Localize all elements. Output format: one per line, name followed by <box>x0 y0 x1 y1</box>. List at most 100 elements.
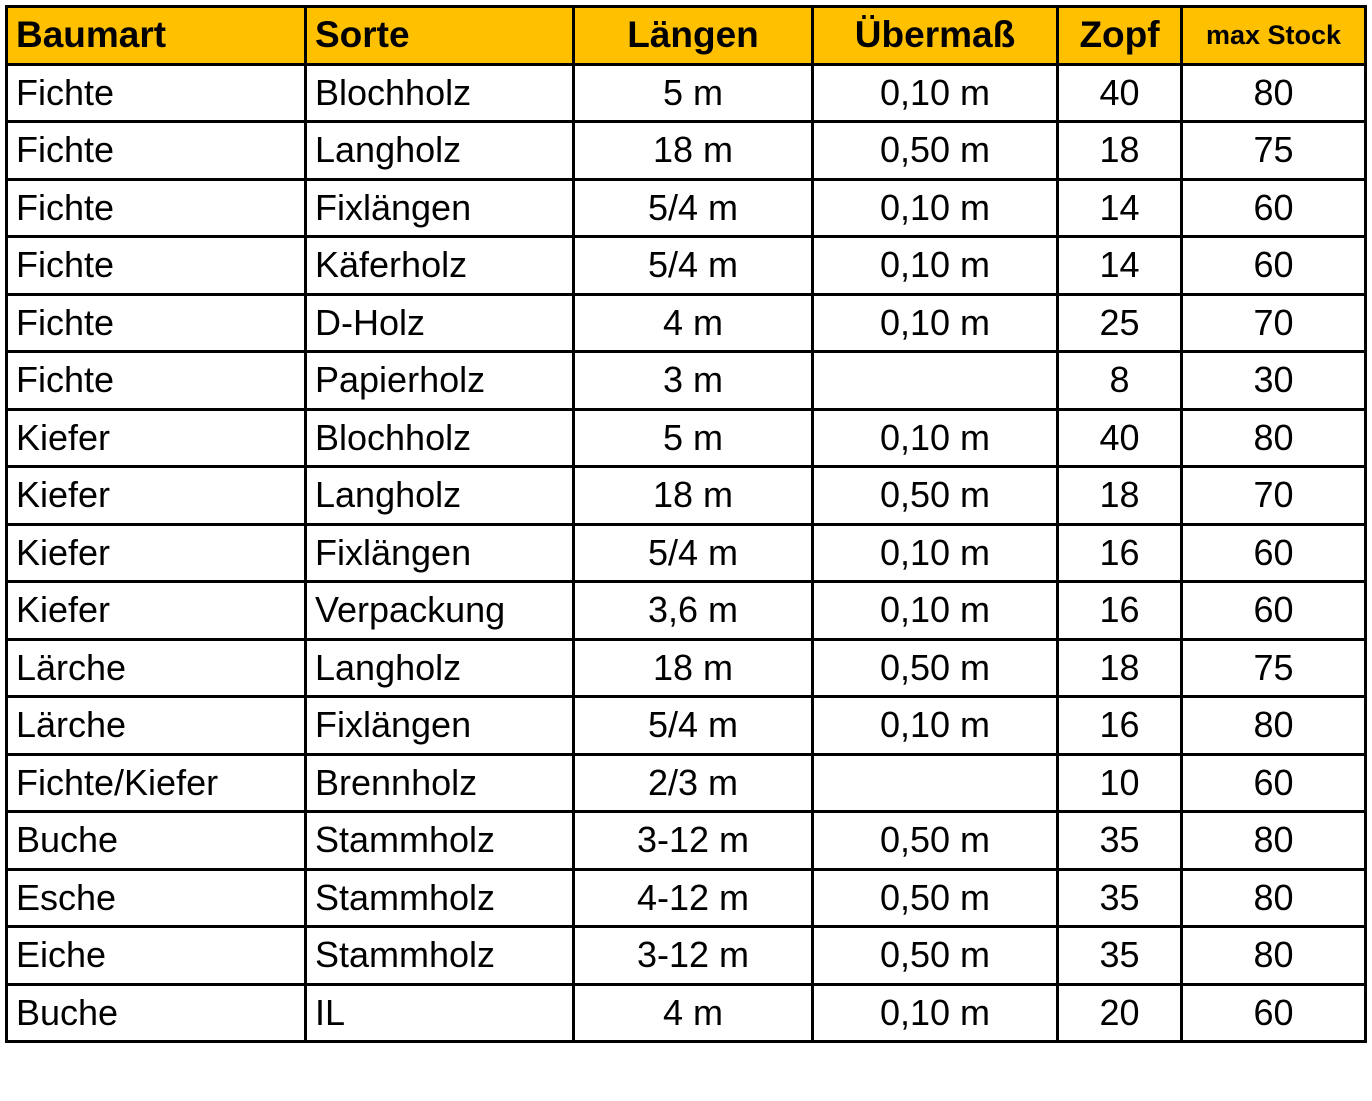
cell-laengen: 3-12 m <box>572 925 814 986</box>
cell-max-stock: 60 <box>1180 522 1367 583</box>
cell-baumart: Fichte/Kiefer <box>5 752 307 813</box>
cell-baumart: Fichte <box>5 120 307 181</box>
cell-sorte: Fixlängen <box>304 695 575 756</box>
cell-laengen: 3,6 m <box>572 580 814 641</box>
cell-sorte: Langholz <box>304 637 575 698</box>
cell-baumart: Fichte <box>5 350 307 411</box>
cell-zopf: 8 <box>1056 350 1183 411</box>
cell-sorte: Langholz <box>304 120 575 181</box>
cell-max-stock: 80 <box>1180 695 1367 756</box>
header-sorte: Sorte <box>304 5 575 66</box>
cell-zopf: 18 <box>1056 637 1183 698</box>
cell-zopf: 18 <box>1056 465 1183 526</box>
cell-baumart: Buche <box>5 982 307 1043</box>
cell-max-stock: 80 <box>1180 407 1367 468</box>
table-row: Fichte Blochholz 5 m 0,10 m 40 80 <box>5 62 1367 123</box>
cell-zopf: 14 <box>1056 177 1183 238</box>
cell-uebermass: 0,50 m <box>811 637 1059 698</box>
cell-uebermass: 0,50 m <box>811 810 1059 871</box>
cell-laengen: 18 m <box>572 637 814 698</box>
cell-uebermass: 0,50 m <box>811 925 1059 986</box>
table-row: Lärche Fixlängen 5/4 m 0,10 m 16 80 <box>5 695 1367 756</box>
cell-zopf: 16 <box>1056 695 1183 756</box>
table-body: Fichte Blochholz 5 m 0,10 m 40 80 Fichte Langho… <box>5 62 1367 1043</box>
cell-max-stock: 70 <box>1180 465 1367 526</box>
cell-baumart: Fichte <box>5 292 307 353</box>
cell-uebermass: 0,10 m <box>811 982 1059 1043</box>
cell-sorte: Fixlängen <box>304 177 575 238</box>
cell-zopf: 35 <box>1056 810 1183 871</box>
table-row: Fichte Papierholz 3 m 8 30 <box>5 350 1367 411</box>
timber-table: Baumart Sorte Längen Übermaß Zopf max St… <box>5 5 1367 1043</box>
cell-zopf: 18 <box>1056 120 1183 181</box>
cell-max-stock: 70 <box>1180 292 1367 353</box>
cell-uebermass: 0,50 m <box>811 465 1059 526</box>
cell-sorte: D-Holz <box>304 292 575 353</box>
cell-max-stock: 75 <box>1180 120 1367 181</box>
table-row: Kiefer Fixlängen 5/4 m 0,10 m 16 60 <box>5 522 1367 583</box>
cell-laengen: 3 m <box>572 350 814 411</box>
cell-laengen: 5 m <box>572 407 814 468</box>
table-row: Esche Stammholz 4-12 m 0,50 m 35 80 <box>5 867 1367 928</box>
cell-zopf: 16 <box>1056 522 1183 583</box>
cell-baumart: Lärche <box>5 637 307 698</box>
cell-sorte: Käferholz <box>304 235 575 296</box>
table-row: Fichte D-Holz 4 m 0,10 m 25 70 <box>5 292 1367 353</box>
table-row: Lärche Langholz 18 m 0,50 m 18 75 <box>5 637 1367 698</box>
cell-sorte: Blochholz <box>304 407 575 468</box>
header-laengen: Längen <box>572 5 814 66</box>
table-row: Eiche Stammholz 3-12 m 0,50 m 35 80 <box>5 925 1367 986</box>
cell-zopf: 16 <box>1056 580 1183 641</box>
table-row: Fichte Langholz 18 m 0,50 m 18 75 <box>5 120 1367 181</box>
table-row: Kiefer Blochholz 5 m 0,10 m 40 80 <box>5 407 1367 468</box>
cell-zopf: 20 <box>1056 982 1183 1043</box>
cell-uebermass: 0,10 m <box>811 177 1059 238</box>
cell-baumart: Esche <box>5 867 307 928</box>
cell-baumart: Lärche <box>5 695 307 756</box>
cell-max-stock: 80 <box>1180 810 1367 871</box>
cell-zopf: 40 <box>1056 407 1183 468</box>
cell-sorte: Brennholz <box>304 752 575 813</box>
header-row: Baumart Sorte Längen Übermaß Zopf max St… <box>5 5 1367 66</box>
cell-sorte: Stammholz <box>304 867 575 928</box>
cell-uebermass: 0,10 m <box>811 522 1059 583</box>
table-row: Fichte/Kiefer Brennholz 2/3 m 10 60 <box>5 752 1367 813</box>
cell-laengen: 4 m <box>572 292 814 353</box>
cell-max-stock: 80 <box>1180 62 1367 123</box>
cell-max-stock: 60 <box>1180 752 1367 813</box>
cell-sorte: Blochholz <box>304 62 575 123</box>
cell-sorte: Stammholz <box>304 810 575 871</box>
cell-baumart: Fichte <box>5 235 307 296</box>
table-row: Buche IL 4 m 0,10 m 20 60 <box>5 982 1367 1043</box>
table-row: Fichte Fixlängen 5/4 m 0,10 m 14 60 <box>5 177 1367 238</box>
cell-uebermass: 0,50 m <box>811 867 1059 928</box>
cell-zopf: 35 <box>1056 867 1183 928</box>
cell-uebermass: 0,50 m <box>811 120 1059 181</box>
cell-max-stock: 80 <box>1180 925 1367 986</box>
cell-sorte: Fixlängen <box>304 522 575 583</box>
cell-max-stock: 75 <box>1180 637 1367 698</box>
cell-sorte: Verpackung <box>304 580 575 641</box>
cell-baumart: Buche <box>5 810 307 871</box>
cell-uebermass <box>811 350 1059 411</box>
cell-baumart: Kiefer <box>5 407 307 468</box>
cell-sorte: IL <box>304 982 575 1043</box>
cell-uebermass: 0,10 m <box>811 235 1059 296</box>
cell-baumart: Eiche <box>5 925 307 986</box>
cell-baumart: Fichte <box>5 177 307 238</box>
cell-laengen: 4 m <box>572 982 814 1043</box>
cell-sorte: Langholz <box>304 465 575 526</box>
cell-laengen: 18 m <box>572 120 814 181</box>
cell-baumart: Kiefer <box>5 522 307 583</box>
cell-uebermass: 0,10 m <box>811 407 1059 468</box>
cell-max-stock: 80 <box>1180 867 1367 928</box>
cell-zopf: 25 <box>1056 292 1183 353</box>
cell-max-stock: 60 <box>1180 982 1367 1043</box>
cell-uebermass <box>811 752 1059 813</box>
cell-uebermass: 0,10 m <box>811 292 1059 353</box>
cell-laengen: 3-12 m <box>572 810 814 871</box>
cell-baumart: Kiefer <box>5 580 307 641</box>
cell-sorte: Papierholz <box>304 350 575 411</box>
cell-max-stock: 60 <box>1180 580 1367 641</box>
cell-laengen: 18 m <box>572 465 814 526</box>
